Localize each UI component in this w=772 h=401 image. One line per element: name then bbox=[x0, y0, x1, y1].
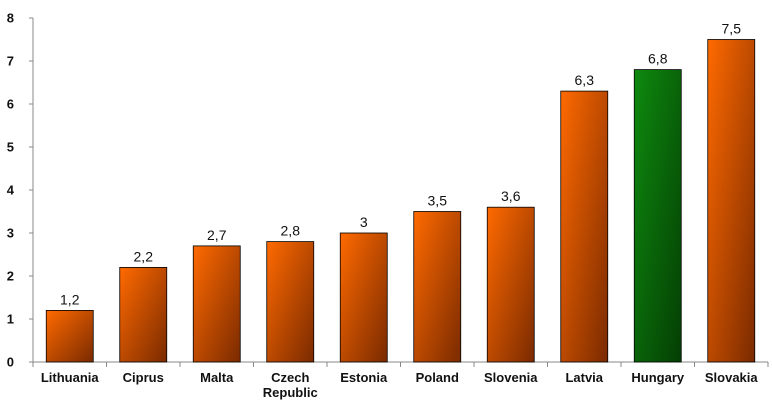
data-label: 7,5 bbox=[722, 21, 742, 37]
x-tick-label-line: Malta bbox=[200, 370, 234, 385]
y-tick-label: 5 bbox=[7, 140, 14, 155]
bar-malta bbox=[192, 245, 241, 363]
x-tick-label: Poland bbox=[416, 370, 459, 385]
x-tick-label: Slovakia bbox=[705, 370, 759, 385]
data-label: 6,8 bbox=[648, 51, 668, 67]
y-tick-label: 6 bbox=[7, 97, 14, 112]
bar-czech-republic bbox=[266, 241, 315, 363]
bar-estonia bbox=[339, 232, 388, 363]
x-tick-label: Latvia bbox=[565, 370, 603, 385]
bar-latvia bbox=[560, 90, 609, 363]
x-tick-label: Czech Republic bbox=[263, 370, 318, 400]
data-label: 6,3 bbox=[575, 72, 595, 88]
x-tick-label-line: Slovenia bbox=[484, 370, 538, 385]
x-tick-label: Hungary bbox=[631, 370, 685, 385]
x-tick-label: Slovenia bbox=[484, 370, 538, 385]
bar-lithuania bbox=[45, 309, 94, 363]
y-axis-ticks: 0 1 2 3 4 5 6 7 8 bbox=[7, 11, 33, 370]
x-tick-label: Ciprus bbox=[123, 370, 164, 385]
x-tick-label-line: Lithuania bbox=[41, 370, 100, 385]
data-labels: 1,2 2,2 2,7 2,8 3 3,5 3,6 6,3 6,8 7,5 bbox=[60, 21, 741, 308]
y-tick-label: 4 bbox=[7, 183, 15, 198]
x-tick-label: Lithuania bbox=[41, 370, 100, 385]
x-tick-label: Estonia bbox=[340, 370, 388, 385]
bar-hungary bbox=[633, 69, 682, 363]
data-label: 3 bbox=[360, 214, 368, 230]
y-tick-label: 7 bbox=[7, 54, 14, 69]
x-tick-label: Malta bbox=[200, 370, 234, 385]
data-label: 3,5 bbox=[428, 193, 448, 209]
y-tick-label: 2 bbox=[7, 269, 14, 284]
x-tick-label-line: Slovakia bbox=[705, 370, 759, 385]
x-tick-label-line: Republic bbox=[263, 385, 318, 400]
bar-slovenia bbox=[486, 206, 535, 363]
x-tick-label-line: Hungary bbox=[631, 370, 685, 385]
data-label: 2,7 bbox=[207, 227, 227, 243]
x-tick-label-line: Ciprus bbox=[123, 370, 164, 385]
data-label: 2,2 bbox=[134, 248, 154, 264]
y-tick-label: 0 bbox=[7, 355, 14, 370]
x-tick-label-line: Latvia bbox=[565, 370, 603, 385]
data-label: 1,2 bbox=[60, 291, 80, 307]
x-tick-label-line: Poland bbox=[416, 370, 459, 385]
data-label: 3,6 bbox=[501, 188, 521, 204]
chart-bars bbox=[45, 39, 756, 363]
x-axis-ticks: Lithuania Ciprus Malta Czech Republic Estonia… bbox=[41, 370, 759, 400]
x-tick-label-line: Estonia bbox=[340, 370, 388, 385]
data-label: 2,8 bbox=[281, 223, 301, 239]
y-tick-label: 1 bbox=[7, 312, 14, 327]
bar-poland bbox=[413, 211, 462, 363]
bar-ciprus bbox=[119, 266, 168, 363]
bar-slovakia bbox=[707, 39, 756, 363]
x-tick-label-line: Czech bbox=[271, 370, 309, 385]
y-tick-label: 3 bbox=[7, 226, 14, 241]
y-tick-label: 8 bbox=[7, 11, 14, 26]
